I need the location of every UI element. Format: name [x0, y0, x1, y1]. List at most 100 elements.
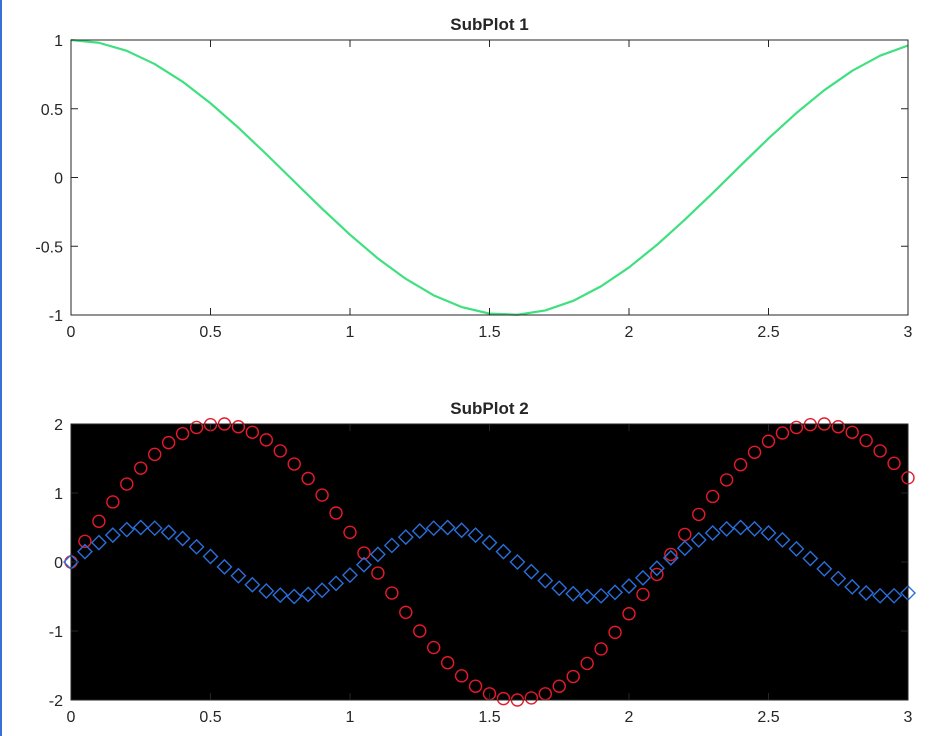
data-point-circle [231, 420, 246, 434]
data-point-diamond [439, 519, 456, 536]
data-point-circle [524, 691, 539, 705]
data-point-diamond [551, 580, 568, 597]
x-tick-label: 0 [67, 324, 76, 341]
data-point-circle [371, 566, 385, 580]
data-point-diamond [565, 585, 582, 602]
data-point-circle [831, 420, 845, 434]
data-point-circle [608, 625, 622, 640]
data-point-circle [496, 691, 511, 706]
x-tick-label: 3 [904, 709, 913, 726]
data-point-circle [775, 426, 790, 440]
data-point-circle [343, 525, 357, 540]
data-point-diamond [174, 530, 191, 547]
subplot-1: 0 0.5 1 1.5 2 2.5 3 -1 -0.5 0 0.5 1 SubPlot 1 [35, 15, 912, 341]
data-point-diamond [579, 588, 596, 605]
data-point-diamond [830, 570, 847, 587]
data-point-diamond [216, 558, 233, 575]
y-tick-label: -1 [49, 308, 63, 325]
data-point-circle [622, 607, 636, 621]
data-point-diamond [746, 520, 763, 537]
data-point-diamond [355, 556, 372, 573]
data-point-diamond [718, 520, 735, 537]
x-tick-label: 1.5 [478, 709, 500, 726]
data-point-circle [873, 444, 887, 458]
data-point-circle [385, 586, 399, 600]
data-point-diamond [732, 519, 749, 536]
data-point-circle [106, 495, 120, 509]
y-tick-label: 0.5 [41, 102, 63, 119]
data-point-diamond [704, 525, 721, 542]
data-point-circle [329, 506, 343, 520]
data-point-diamond [593, 587, 610, 604]
subplot-title: SubPlot 1 [450, 15, 528, 34]
x-tick-label: 2 [625, 709, 634, 726]
data-point-diamond [146, 520, 163, 537]
data-point-diamond [425, 520, 442, 537]
x-tick-label: 2.5 [757, 709, 779, 726]
data-point-diamond [104, 527, 121, 544]
data-point-diamond [886, 587, 903, 604]
data-point-diamond [621, 578, 637, 595]
data-point-circle [719, 473, 734, 487]
data-point-circle [468, 679, 483, 693]
data-point-circle [803, 417, 818, 432]
data-point-diamond [90, 534, 107, 551]
x-tick-label: 0.5 [199, 709, 221, 726]
y-tick-label: -2 [49, 693, 63, 710]
data-point-circle [845, 425, 859, 439]
data-point-circle [859, 433, 873, 448]
data-point-diamond [802, 550, 819, 567]
y-tick-label: 1 [54, 486, 63, 503]
data-point-diamond [286, 588, 303, 605]
data-point-diamond [872, 587, 889, 604]
data-point-diamond [369, 546, 386, 563]
data-point-diamond [788, 540, 805, 557]
data-point-diamond [509, 554, 526, 570]
plot-area [63, 417, 916, 707]
data-point-circle [706, 489, 720, 504]
data-point-circle [315, 488, 329, 502]
data-point-diamond [634, 569, 651, 586]
x-tick-label: 1.5 [478, 324, 500, 341]
data-point-circle [580, 656, 594, 671]
subplot-2: 0 0.5 1 1.5 2 2.5 3 -2 -1 0 1 2 SubPlot 2 [49, 399, 916, 726]
data-point-diamond [844, 578, 861, 595]
data-point-diamond [858, 585, 875, 602]
data-point-diamond [202, 548, 219, 565]
data-point-diamond [314, 582, 331, 599]
data-point-circle [636, 587, 650, 602]
data-point-diamond [258, 582, 275, 599]
data-point-diamond [690, 531, 707, 548]
data-point-circle [594, 642, 608, 656]
data-point-circle [134, 461, 148, 475]
data-point-circle [78, 534, 92, 548]
data-point-circle [92, 514, 106, 528]
data-point-circle [413, 624, 427, 638]
x-tick-label: 3 [904, 324, 913, 341]
data-point-circle [887, 456, 901, 471]
data-point-diamond [342, 567, 358, 584]
data-point-circle [147, 447, 162, 462]
data-point-circle [273, 444, 287, 458]
data-point-diamond [774, 531, 791, 548]
y-tick-label: -1 [49, 624, 63, 641]
data-point-diamond [188, 538, 205, 555]
data-point-circle [692, 507, 706, 522]
x-tick-label: 2 [625, 324, 634, 341]
data-point-diamond [76, 543, 93, 560]
data-point-diamond [760, 525, 777, 542]
data-point-circle [454, 669, 469, 683]
data-point-circle [189, 420, 204, 435]
data-point-diamond [523, 563, 540, 580]
data-point-diamond [481, 534, 498, 551]
data-point-diamond [816, 560, 833, 577]
data-point-circle [552, 679, 566, 693]
data-point-diamond [397, 529, 414, 546]
data-point-diamond [300, 586, 317, 603]
data-point-diamond [383, 537, 400, 554]
data-point-diamond [132, 519, 149, 536]
y-tick-label: -0.5 [35, 239, 63, 256]
data-point-diamond [662, 549, 679, 566]
data-point-diamond [411, 522, 428, 539]
